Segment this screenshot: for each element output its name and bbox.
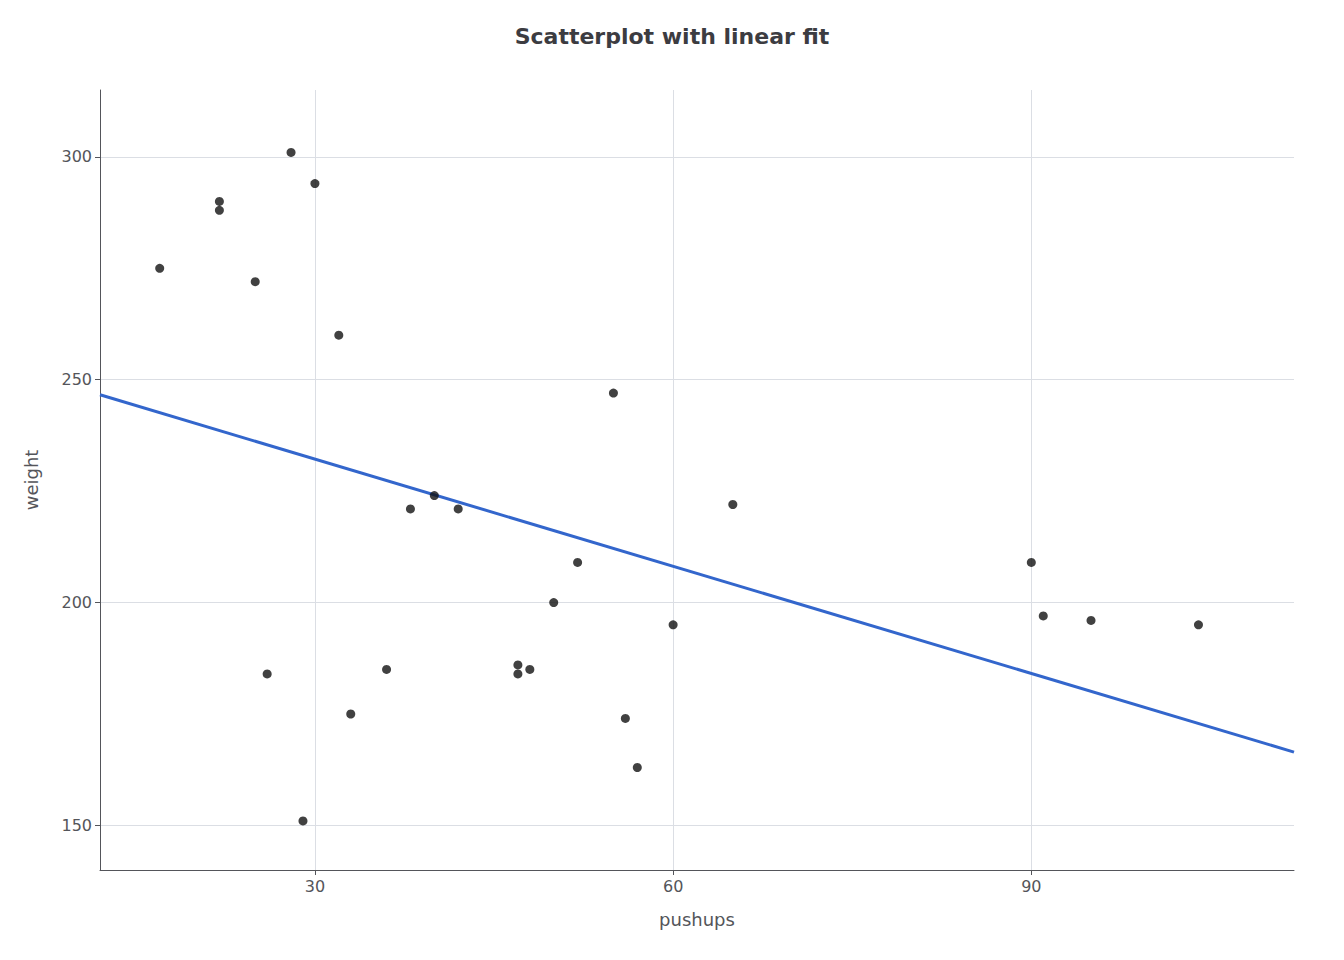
svg-text:60: 60 <box>663 877 683 896</box>
svg-text:90: 90 <box>1021 877 1041 896</box>
svg-text:300: 300 <box>61 147 92 166</box>
svg-text:200: 200 <box>61 593 92 612</box>
svg-text:pushups: pushups <box>659 909 735 930</box>
svg-text:Scatterplot with linear fit: Scatterplot with linear fit <box>515 24 830 49</box>
svg-text:30: 30 <box>305 877 325 896</box>
svg-text:150: 150 <box>61 816 92 835</box>
svg-text:250: 250 <box>61 370 92 389</box>
svg-text:weight: weight <box>21 450 42 511</box>
